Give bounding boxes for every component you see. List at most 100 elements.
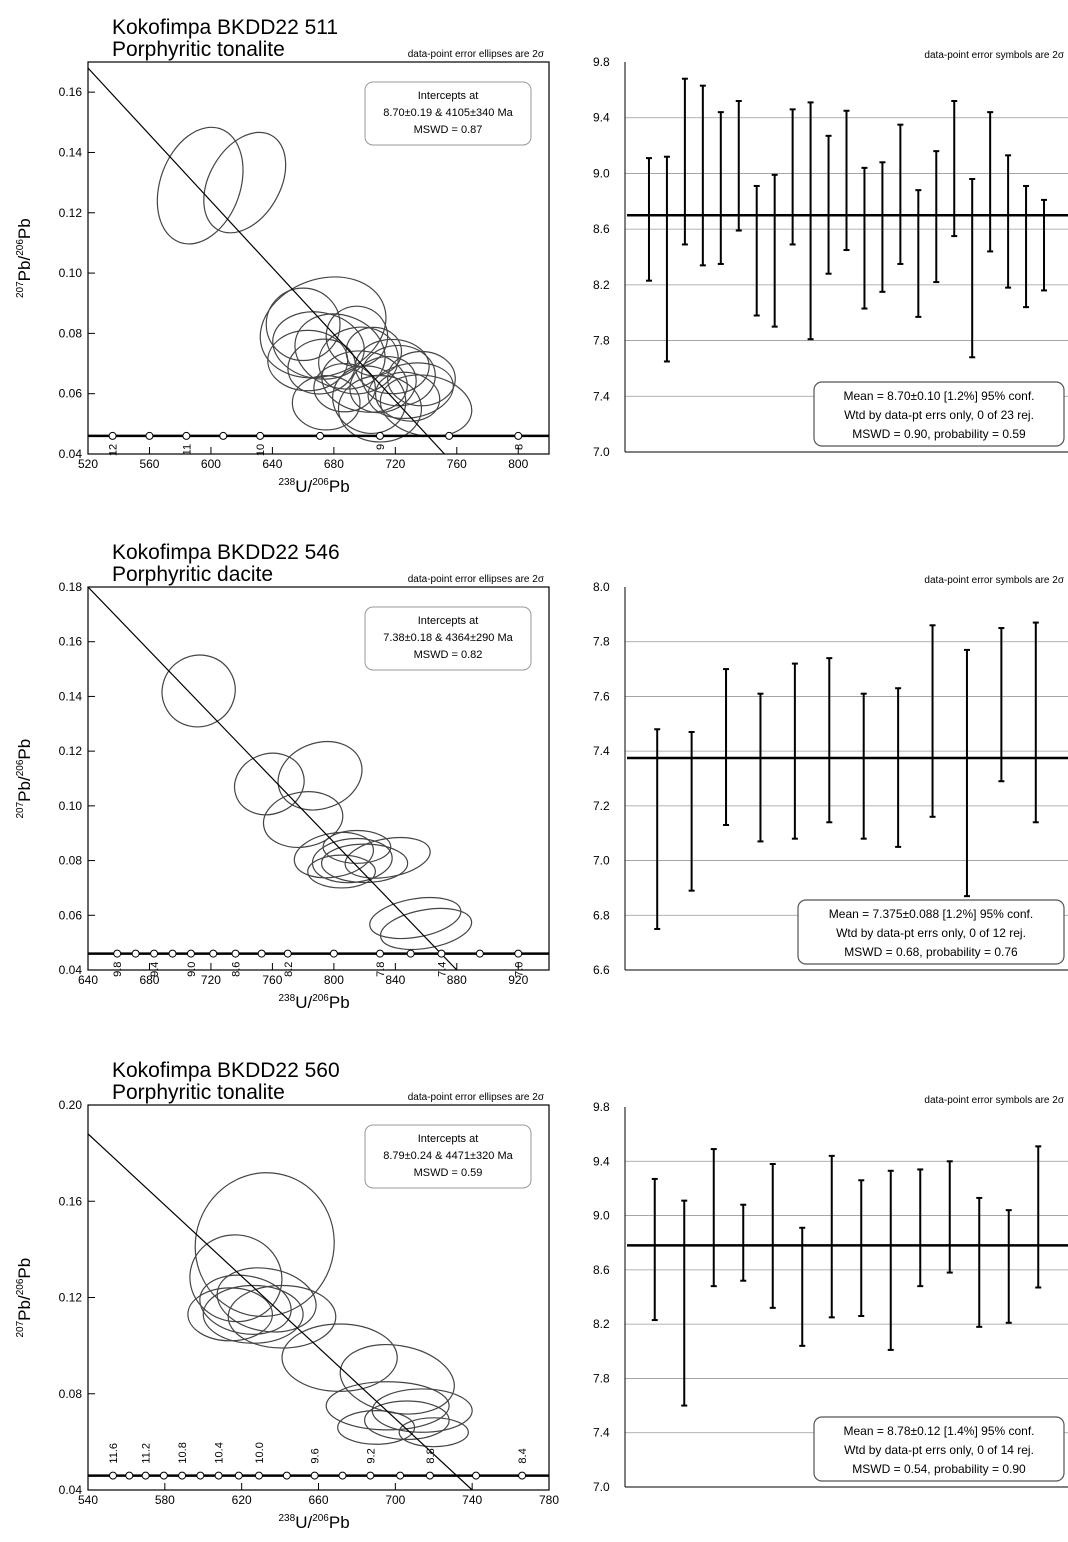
y-tick-label: 7.4 bbox=[593, 389, 610, 403]
error-ellipse bbox=[345, 326, 403, 377]
y-tick-label: 7.4 bbox=[593, 744, 610, 758]
error-ellipse bbox=[156, 126, 244, 245]
y-tick-label: 0.10 bbox=[59, 266, 83, 280]
error-ellipse bbox=[294, 313, 386, 390]
y-tick-label: 8.6 bbox=[593, 222, 610, 236]
concordia-marker bbox=[145, 431, 154, 440]
concordia-age-marker bbox=[256, 431, 265, 440]
concordia-marker bbox=[159, 1471, 168, 1480]
y-tick-label: 0.14 bbox=[59, 689, 83, 703]
sample-title: Kokofimpa BKDD22 546 bbox=[112, 541, 340, 564]
y-tick-label: 8.2 bbox=[593, 1317, 610, 1331]
error-symbol-note: data-point error symbols are 2σ bbox=[924, 1095, 1064, 1106]
ellipse-note: data-point error ellipses are 2σ bbox=[408, 49, 545, 60]
concordia-age-marker bbox=[214, 1471, 223, 1480]
error-ellipse bbox=[265, 287, 341, 362]
concordia-age-label: 9 bbox=[375, 444, 387, 450]
x-tick-label: 780 bbox=[539, 1493, 559, 1507]
concordia-marker bbox=[472, 1471, 481, 1480]
y-tick-label: 7.6 bbox=[593, 689, 610, 703]
x-tick-label: 760 bbox=[447, 457, 467, 471]
concordia-age-marker bbox=[283, 949, 292, 958]
x-tick-label: 600 bbox=[201, 457, 221, 471]
concordia-age-label: 8.6 bbox=[231, 962, 243, 977]
y-tick-label: 7.4 bbox=[593, 1426, 610, 1440]
x-tick-label: 800 bbox=[508, 457, 528, 471]
concordia-age-label: 9.2 bbox=[365, 1448, 377, 1463]
y-tick-label: 0.04 bbox=[59, 447, 83, 461]
stats-line: MSWD = 0.54, probability = 0.90 bbox=[852, 1462, 1026, 1476]
stats-box bbox=[797, 899, 1065, 965]
x-tick-label: 580 bbox=[155, 1493, 175, 1507]
error-ellipse bbox=[364, 1400, 450, 1441]
plot-frame bbox=[87, 586, 550, 971]
y-tick-label: 0.20 bbox=[59, 1098, 83, 1112]
y-tick-label: 7.0 bbox=[593, 854, 610, 868]
y-tick-label: 8.0 bbox=[593, 580, 610, 594]
x-axis-label: 238U/206Pb bbox=[279, 993, 350, 1012]
concordia-marker bbox=[282, 1471, 291, 1480]
intercepts-values: 8.70±0.19 & 4105±340 Ma bbox=[383, 107, 513, 119]
concordia-age-marker bbox=[254, 1471, 263, 1480]
error-ellipse bbox=[161, 654, 236, 728]
stats-line: Mean = 8.70±0.10 [1.2%] 95% conf. bbox=[843, 389, 1034, 403]
y-tick-label: 0.16 bbox=[59, 85, 83, 99]
concordia-age-label: 10 bbox=[255, 444, 267, 456]
concordia-marker bbox=[445, 431, 454, 440]
concordia-age-label: 7.8 bbox=[375, 962, 387, 977]
concordia-marker bbox=[406, 949, 415, 958]
concordia-marker bbox=[396, 1471, 405, 1480]
error-ellipse bbox=[332, 365, 407, 434]
error-ellipse bbox=[322, 829, 392, 864]
concordia-age-marker bbox=[182, 431, 191, 440]
concordia-age-marker bbox=[425, 1471, 434, 1480]
weighted-mean-panel-2: data-point error symbols are 2σ 6.6 6.8 7.0… bbox=[593, 575, 1068, 977]
concordia-age-label: 8.8 bbox=[425, 1448, 437, 1463]
ellipse-note: data-point error ellipses are 2σ bbox=[408, 1092, 545, 1103]
y-tick-label: 9.0 bbox=[593, 166, 610, 180]
error-ellipse bbox=[369, 896, 462, 940]
y-tick-label: 9.8 bbox=[593, 55, 610, 69]
y-tick-label: 7.0 bbox=[593, 445, 610, 459]
y-tick-label: 0.08 bbox=[59, 854, 83, 868]
concordia-age-marker bbox=[141, 1471, 150, 1480]
x-axis-label: 238U/206Pb bbox=[279, 1513, 350, 1532]
y-tick-label: 0.04 bbox=[59, 963, 83, 977]
y-axis-label: 207Pb/206Pb bbox=[15, 218, 34, 298]
concordia-age-label: 9.6 bbox=[310, 1448, 322, 1463]
intercepts-mswd: MSWD = 0.82 bbox=[414, 649, 483, 661]
weighted-mean-panel-1: data-point error symbols are 2σ 7.0 7.4 7.8… bbox=[593, 50, 1068, 459]
x-tick-label: 740 bbox=[462, 1493, 482, 1507]
error-ellipse bbox=[259, 276, 387, 379]
weighted-mean-panel-3: data-point error symbols are 2σ 7.0 7.4 7.8… bbox=[593, 1095, 1068, 1494]
y-axis-label: 207Pb/206Pb bbox=[15, 1258, 34, 1338]
intercepts-label: Intercepts at bbox=[418, 615, 479, 627]
ellipse-note: data-point error ellipses are 2σ bbox=[408, 574, 545, 585]
y-tick-label: 0.08 bbox=[59, 1387, 83, 1401]
concordia-marker bbox=[475, 949, 484, 958]
y-tick-label: 7.8 bbox=[593, 334, 610, 348]
regression-line bbox=[88, 1133, 473, 1490]
ellipse-group bbox=[88, 67, 549, 454]
error-ellipse bbox=[398, 1417, 469, 1448]
concordia-age-marker bbox=[437, 949, 446, 958]
concordia-marker bbox=[219, 431, 228, 440]
concordia-age-label: 12 bbox=[108, 444, 120, 456]
y-tick-label: 7.2 bbox=[593, 799, 610, 813]
error-ellipse bbox=[325, 1381, 450, 1431]
y-tick-label: 7.0 bbox=[593, 1480, 610, 1494]
concordia-age-marker bbox=[231, 949, 240, 958]
error-ellipse bbox=[307, 854, 376, 889]
x-tick-label: 760 bbox=[262, 973, 282, 987]
x-tick-label: 660 bbox=[308, 1493, 328, 1507]
error-ellipse bbox=[291, 375, 361, 431]
y-tick-label: 0.12 bbox=[59, 206, 83, 220]
stats-line: Mean = 8.78±0.12 [1.4%] 95% conf. bbox=[843, 1424, 1034, 1438]
concordia-age-marker bbox=[113, 949, 122, 958]
x-tick-label: 680 bbox=[139, 973, 159, 987]
concordia-age-label: 10.4 bbox=[214, 1442, 226, 1463]
error-ellipse bbox=[194, 1172, 335, 1318]
concordia-marker bbox=[316, 431, 325, 440]
concordia-age-label: 8 bbox=[513, 444, 525, 450]
